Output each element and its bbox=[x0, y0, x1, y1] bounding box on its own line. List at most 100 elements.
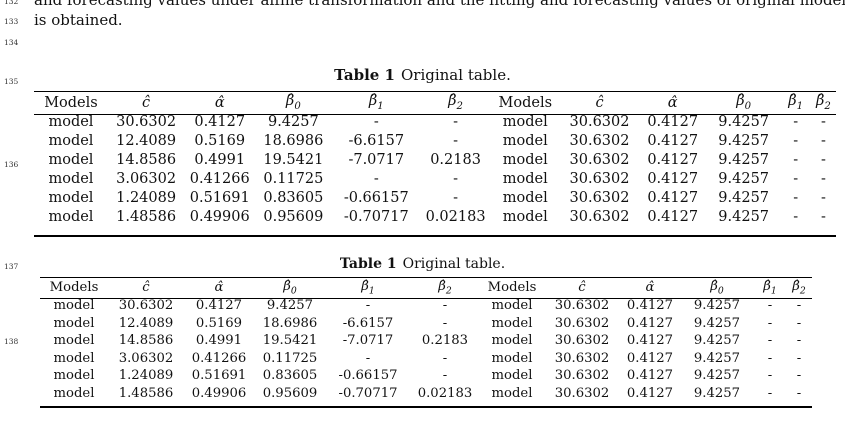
table-cell: - bbox=[821, 189, 826, 206]
subscript-index: 1 bbox=[368, 285, 375, 297]
table1-header-beta0-hat: β̂0 bbox=[285, 93, 301, 112]
table-cell: - bbox=[453, 113, 459, 130]
subscript-index: 0 bbox=[744, 100, 752, 112]
table2: Models ĉ α̂ β̂0 β̂1 β̂2 Models ĉ α̂ β̂0 … bbox=[40, 279, 812, 402]
table-cell: model bbox=[53, 297, 95, 313]
table-cell: model bbox=[491, 315, 533, 331]
table-cell: model bbox=[502, 189, 548, 206]
subscript-index: 0 bbox=[290, 285, 297, 297]
table1-top-rule bbox=[34, 91, 836, 92]
table-cell: model bbox=[53, 350, 95, 366]
table-row: model 30.6302 0.4127 9.4257 - - model 30.6302 0.… bbox=[34, 112, 836, 131]
table-cell: - bbox=[373, 170, 379, 187]
table-cell: - bbox=[793, 170, 799, 187]
table-cell: 19.5421 bbox=[262, 333, 318, 349]
table-cell: model bbox=[502, 170, 548, 187]
table-cell: 0.41266 bbox=[191, 350, 247, 366]
table1-header-beta0-hat-2: β̂0 bbox=[736, 93, 752, 112]
table-cell: 30.6302 bbox=[554, 315, 610, 331]
table-row: model 1.48586 0.49906 0.95609 -0.70717 0.0218… bbox=[40, 385, 812, 403]
table-cell: 0.02183 bbox=[417, 385, 473, 401]
table-cell: model bbox=[48, 151, 94, 168]
table-cell: -0.66157 bbox=[343, 189, 409, 206]
table-cell: 30.6302 bbox=[554, 350, 610, 366]
table-cell: - bbox=[442, 315, 448, 331]
table1-header-beta2-hat-2: β̂2 bbox=[816, 93, 831, 112]
table-cell: 9.4257 bbox=[693, 297, 741, 313]
table-cell: -0.70717 bbox=[338, 385, 398, 401]
table-cell: 0.4127 bbox=[626, 297, 674, 313]
table-cell: 9.4257 bbox=[718, 170, 770, 187]
line-number-132: 132 bbox=[4, 0, 19, 6]
table-cell: 30.6302 bbox=[118, 297, 174, 313]
table-cell: 0.4127 bbox=[626, 385, 674, 401]
table-cell: model bbox=[53, 333, 95, 349]
table-cell: 0.4127 bbox=[647, 189, 699, 206]
table-cell: 19.5421 bbox=[263, 151, 324, 168]
table-cell: 30.6302 bbox=[569, 113, 630, 130]
table-row: model 14.8586 0.4991 19.5421 -7.0717 0.2183 mo… bbox=[34, 150, 836, 169]
subscript-index: 2 bbox=[456, 100, 463, 112]
table-cell: model bbox=[48, 113, 94, 130]
table1-header-beta1-hat: β̂1 bbox=[368, 93, 384, 112]
table-cell: - bbox=[767, 333, 773, 349]
table-row: model 3.06302 0.41266 0.11725 - - model 30.6302… bbox=[34, 169, 836, 188]
table-cell: - bbox=[767, 297, 773, 313]
table-cell: - bbox=[796, 333, 802, 349]
table-cell: 14.8586 bbox=[116, 151, 177, 168]
table-cell: - bbox=[821, 208, 826, 225]
table-cell: 9.4257 bbox=[718, 132, 770, 149]
table2-header-beta1-hat: β̂1 bbox=[361, 279, 375, 297]
subscript-index: 0 bbox=[294, 100, 301, 112]
table-cell: 30.6302 bbox=[569, 170, 630, 187]
table-cell: 30.6302 bbox=[569, 132, 630, 149]
table1: Models ĉ α̂ β̂0 β̂1 β̂2 Models ĉ α̂ β̂0 … bbox=[34, 93, 836, 226]
table-cell: 0.5169 bbox=[195, 315, 243, 331]
body-text-line-1: and forecasting values under affine tran… bbox=[34, 0, 845, 9]
table-cell: - bbox=[793, 132, 799, 149]
table-row: model 12.4089 0.5169 18.6986 -6.6157 - model 30… bbox=[34, 131, 836, 150]
table-cell: 0.11725 bbox=[262, 350, 318, 366]
table-cell: - bbox=[453, 189, 459, 206]
table2-header-row: Models ĉ α̂ β̂0 β̂1 β̂2 Models ĉ α̂ β̂0 … bbox=[40, 279, 812, 297]
table1-caption-label: Table 1 bbox=[334, 66, 395, 84]
table-cell: 0.95609 bbox=[263, 208, 324, 225]
table1-header-beta1-hat-2: β̂1 bbox=[788, 93, 804, 112]
table-cell: 0.83605 bbox=[262, 368, 318, 384]
table-row: model 3.06302 0.41266 0.11725 - - model 30.6302… bbox=[40, 349, 812, 367]
table2-header-beta0-hat-2: β̂0 bbox=[710, 279, 724, 297]
table-cell: 0.51691 bbox=[191, 368, 247, 384]
table-cell: 0.4991 bbox=[194, 151, 246, 168]
table-cell: - bbox=[793, 113, 799, 130]
table-cell: -0.66157 bbox=[338, 368, 398, 384]
table2-mid-rule bbox=[40, 298, 812, 299]
table1-header-row: Models ĉ α̂ β̂0 β̂1 β̂2 Models ĉ α̂ β̂0 … bbox=[34, 93, 836, 112]
table-row: model 14.8586 0.4991 19.5421 -7.0717 0.2183 mo… bbox=[40, 332, 812, 350]
table-cell: 30.6302 bbox=[554, 368, 610, 384]
table-cell: - bbox=[821, 132, 826, 149]
table-cell: 0.83605 bbox=[263, 189, 324, 206]
table-cell: - bbox=[767, 385, 773, 401]
table-cell: - bbox=[821, 170, 826, 187]
table-cell: 0.4127 bbox=[195, 297, 243, 313]
table2-header-beta2-hat: β̂2 bbox=[438, 279, 452, 297]
table-cell: -0.70717 bbox=[343, 208, 409, 225]
table-cell: - bbox=[796, 315, 802, 331]
table1-caption-text: Original table. bbox=[400, 66, 511, 84]
table-row: model 30.6302 0.4127 9.4257 - - model 30.6302 0.… bbox=[40, 297, 812, 315]
table-row: model 1.24089 0.51691 0.83605 -0.66157 - model… bbox=[40, 367, 812, 385]
table-cell: 30.6302 bbox=[554, 333, 610, 349]
table-cell: - bbox=[442, 350, 448, 366]
table-cell: 3.06302 bbox=[116, 170, 177, 187]
table-cell: 0.4127 bbox=[647, 151, 699, 168]
table-cell: 18.6986 bbox=[263, 132, 324, 149]
table-cell: 9.4257 bbox=[718, 208, 770, 225]
table-cell: 0.4127 bbox=[626, 368, 674, 384]
table-cell: 0.2183 bbox=[430, 151, 481, 168]
table-cell: 0.49906 bbox=[189, 208, 250, 225]
table-cell: - bbox=[365, 297, 371, 313]
table1-header-c-hat-2: ĉ bbox=[595, 94, 604, 111]
table-cell: - bbox=[453, 170, 459, 187]
table1-mid-rule bbox=[34, 114, 836, 115]
subscript-index: 1 bbox=[377, 100, 384, 112]
